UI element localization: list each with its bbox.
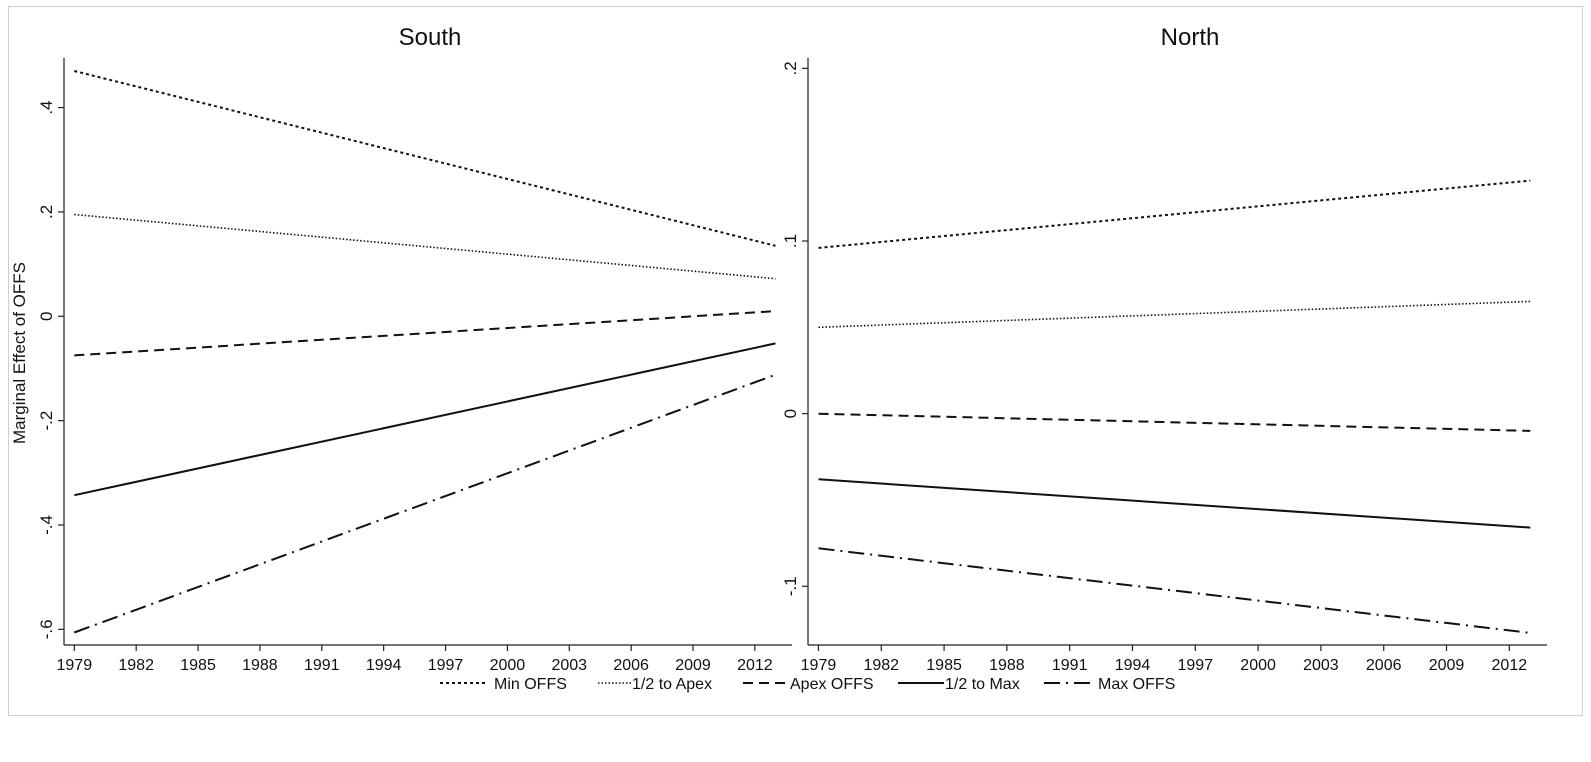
series-line-1-2-to-max [74,342,776,497]
series-line-min-offs [818,179,1531,249]
y-axis-label: Marginal Effect of OFFS [10,262,29,444]
panel-north: North -.1 0 .1 .2 1979 1982 1985 1988 1991 1994 199… [781,24,1547,674]
y-tick-label: .2 [37,205,56,219]
series-line-max-offs [73,373,776,634]
x-tick-label: 1997 [1177,657,1213,674]
y-tick-label: .2 [781,61,800,75]
y-tick-label: -.6 [37,619,56,639]
legend-item: Min OFFS [440,676,567,693]
x-tick-label: 1991 [1052,657,1088,674]
x-tick-label: 1979 [57,657,93,674]
y-tick-label: -.1 [781,576,800,596]
series-line-1-2-to-apex [818,300,1531,329]
y-tick-label: .4 [37,100,56,114]
legend-label: Min OFFS [494,676,567,693]
panel-title: South [399,24,462,51]
y-tick-label: 0 [781,409,800,418]
legend-item: 1/2 to Max [898,676,1020,693]
series-line-apex-offs [818,412,1531,432]
legend-label: Max OFFS [1098,676,1175,693]
y-tick-label: 0 [37,312,56,321]
x-tick-label: 1979 [801,657,837,674]
x-tick-label: 2000 [1240,657,1276,674]
x-tick-label: 2006 [1366,657,1402,674]
legend-item: Max OFFS [1044,676,1175,693]
figure-border [8,6,1583,716]
x-tick-label: 1982 [118,657,154,674]
x-tick-label: 2012 [737,657,773,674]
x-tick-label: 2009 [1429,657,1465,674]
x-tick-label: 1988 [989,657,1025,674]
x-tick-label: 1988 [242,657,278,674]
x-tick-label: 2006 [613,657,649,674]
legend: Min OFFS 1/2 to Apex Apex OFFS 1/2 to Max Ma… [440,676,1175,693]
panel-south: South -.6 -.4 -.2 0 .2 .4 1979 1982 1985 1988 1991 1… [37,24,792,674]
legend-label: 1/2 to Max [945,676,1020,693]
x-tick-label: 1994 [366,657,402,674]
panel-title: North [1161,24,1220,51]
series-line-1-2-to-max [818,478,1531,529]
series-line-min-offs [74,70,776,247]
x-tick-label: 1991 [304,657,340,674]
legend-item: Apex OFFS [743,676,874,693]
x-tick-label: 1997 [428,657,464,674]
x-tick-label: 1985 [926,657,962,674]
y-tick-label: .1 [781,234,800,248]
x-tick-label: 2000 [490,657,526,674]
series-line-1-2-to-apex [74,213,776,280]
x-tick-label: 1985 [180,657,216,674]
x-tick-label: 1982 [863,657,899,674]
y-tick-label: -.4 [37,515,56,535]
x-tick-label: 2003 [551,657,587,674]
legend-item: 1/2 to Apex [598,676,712,693]
y-tick-label: -.2 [37,411,56,431]
series-line-max-offs [818,547,1531,634]
series-line-apex-offs [74,310,776,357]
x-tick-label: 2009 [675,657,711,674]
x-tick-label: 2003 [1303,657,1339,674]
x-tick-label: 2012 [1492,657,1528,674]
x-tick-label: 1994 [1115,657,1151,674]
legend-label: Apex OFFS [790,676,874,693]
legend-label: 1/2 to Apex [632,676,712,693]
